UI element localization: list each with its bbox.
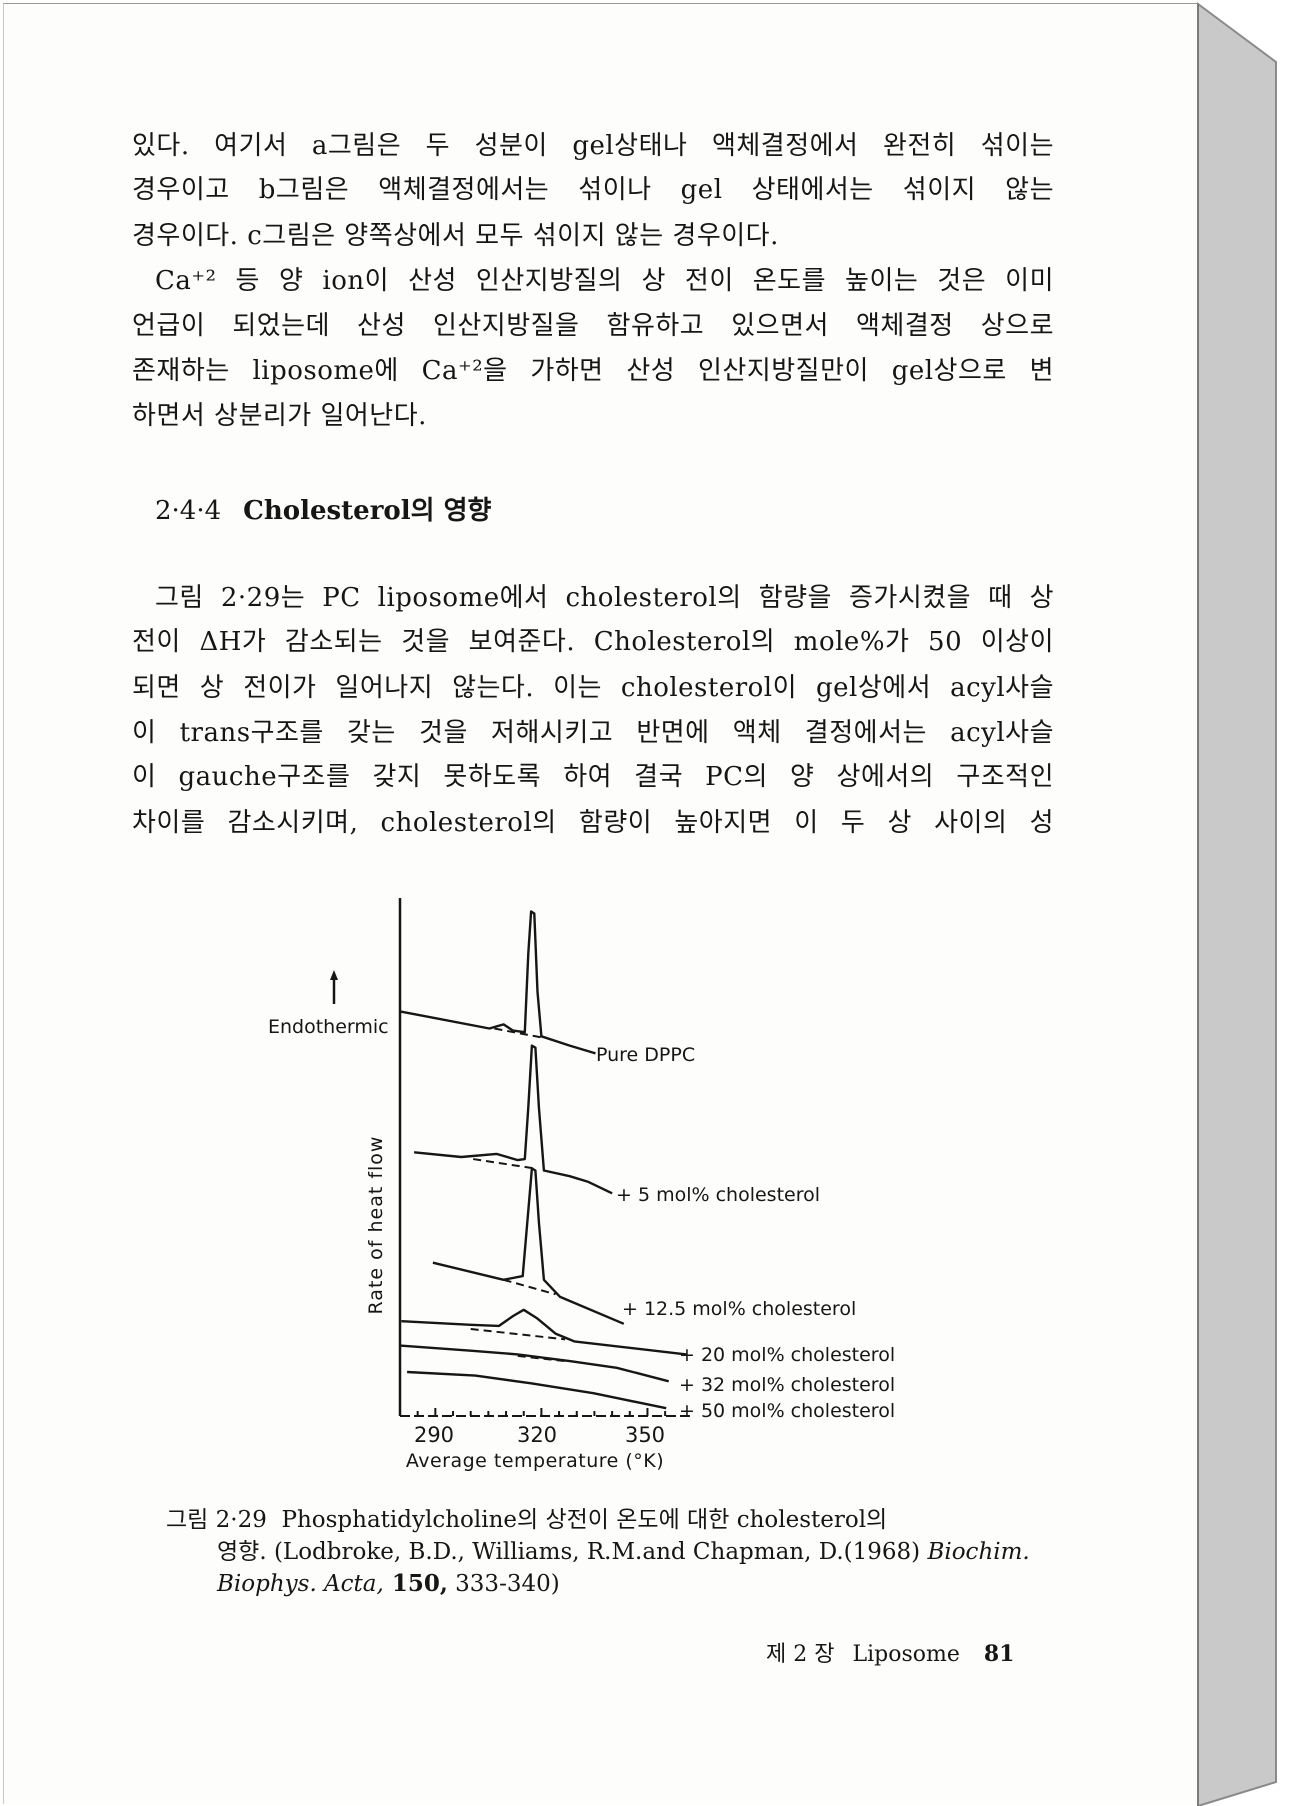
text-line: 이 gauche구조를 갖지 못하도록 하여 결국 PC의 양 상에서의 구조적… — [132, 762, 1054, 792]
section-title: Cholesterol의 영향 — [243, 496, 492, 526]
text-line: 언급이 되었는데 산성 인산지방질을 함유하고 있으면서 액체결정 상으로 — [132, 311, 1054, 341]
caption-line: 영향. (Lodbroke, B.D., Williams, R.M.and C… — [217, 1537, 1030, 1567]
caption-label: 그림 2·29 — [166, 1507, 267, 1533]
caption-journal: Biochim. — [927, 1539, 1030, 1565]
series-curve-3 — [401, 1308, 687, 1356]
section-number: 2·4·4 — [155, 496, 222, 526]
x-tick-label: 320 — [517, 1423, 557, 1447]
text-line: 있다. 여기서 a그림은 두 성분이 gel상태나 액체결정에서 완전히 섞이는 — [132, 131, 1054, 161]
series-label: + 5 mol% cholesterol — [616, 1184, 820, 1206]
series-label: + 32 mol% cholesterol — [679, 1374, 895, 1396]
caption-volume: 150, — [383, 1570, 448, 1597]
chapter-title: Liposome — [852, 1642, 960, 1667]
series-label: Pure DPPC — [596, 1044, 695, 1066]
series-curve-5 — [407, 1370, 667, 1410]
baseline-dashed-3 — [470, 1327, 566, 1341]
caption-journal: Biophys. Acta, — [217, 1571, 384, 1597]
series-curve-4 — [399, 1344, 670, 1383]
text-line: 하면서 상분리가 일어난다. — [132, 401, 427, 431]
series-label: + 20 mol% cholesterol — [679, 1344, 895, 1366]
baseline-dashed-2 — [503, 1278, 556, 1296]
endothermic-label: Endothermic — [268, 1016, 389, 1038]
baseline-dashed-4 — [517, 1354, 566, 1363]
series-label: + 12.5 mol% cholesterol — [622, 1298, 856, 1320]
series-curve-1 — [413, 1044, 613, 1195]
page-number: 81 — [983, 1641, 1015, 1667]
baseline-dashed-0 — [494, 1027, 545, 1039]
endothermic-arrow-icon — [330, 970, 338, 1004]
caption-text: Phosphatidylcholine의 상전이 온도에 대한 choleste… — [281, 1507, 888, 1533]
text-line: 전이 ΔH가 감소되는 것을 보여준다. Cholesterol의 mole%가… — [132, 627, 1054, 657]
text-line: 경우이고 b그림은 액체결정에서는 섞이나 gel 상태에서는 섞이지 않는 — [132, 175, 1054, 205]
chapter-label: 제 2 장 — [766, 1642, 835, 1667]
text-line: 되면 상 전이가 일어나지 않는다. 이는 cholesterol이 gel상에… — [132, 673, 1054, 703]
chart-curves — [399, 910, 687, 1410]
text-line: 존재하는 liposome에 Ca⁺²을 가하면 산성 인산지방질만이 gel상… — [132, 356, 1054, 386]
book-page — [3, 3, 1199, 1804]
series-curve-2 — [432, 1167, 625, 1325]
chart-axes — [398, 898, 690, 1417]
y-axis-label: Rate of heat flow — [365, 1136, 387, 1315]
x-tick-label: 290 — [414, 1423, 454, 1447]
text-line: Ca⁺² 등 양 ion이 산성 인산지방질의 상 전이 온도를 높이는 것은 … — [155, 266, 1054, 296]
x-axis-label: Average temperature (°K) — [406, 1450, 664, 1472]
text-line: 그림 2·29는 PC liposome에서 cholesterol의 함량을 … — [155, 583, 1054, 613]
text-line: 차이를 감소시키며, cholesterol의 함량이 높아지면 이 두 상 사… — [132, 808, 1054, 838]
caption-text: 영향. (Lodbroke, B.D., Williams, R.M.and C… — [217, 1539, 928, 1565]
text-line: 이 trans구조를 갖는 것을 저해시키고 반면에 액체 결정에서는 acyl… — [132, 718, 1054, 748]
caption-line: 그림 2·29 Phosphatidylcholine의 상전이 온도에 대한 … — [166, 1505, 887, 1535]
series-curve-0 — [399, 910, 596, 1055]
series-label: + 50 mol% cholesterol — [679, 1400, 895, 1422]
text-line: 경우이다. c그림은 양쪽상에서 모두 섞이지 않는 경우이다. — [132, 221, 779, 251]
section-heading: 2·4·4 Cholesterol의 영향 — [155, 490, 491, 527]
page-footer: 제 2 장 Liposome 81 — [766, 1636, 1032, 1668]
baseline-dashed-1 — [473, 1158, 535, 1170]
caption-pages: 333-340) — [447, 1571, 560, 1597]
caption-line: Biophys. Acta, 150, 333-340) — [217, 1569, 560, 1599]
x-tick-label: 350 — [625, 1423, 665, 1447]
